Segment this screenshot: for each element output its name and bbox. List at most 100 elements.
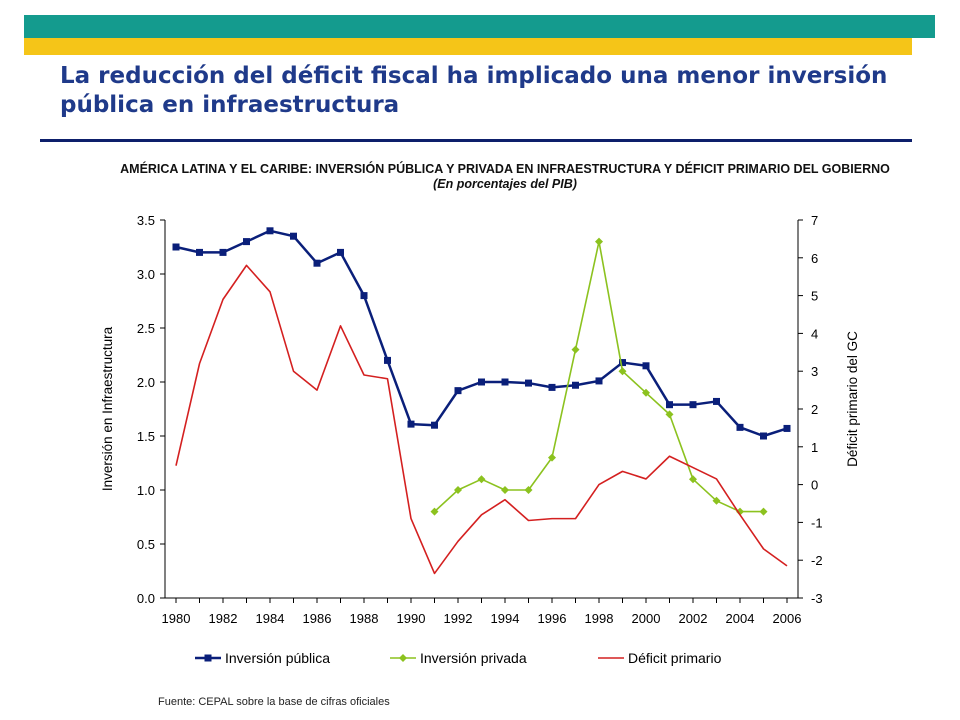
- header-teal-bar: [24, 15, 935, 38]
- x-tick-label: 2004: [726, 611, 755, 626]
- data-point: [243, 238, 250, 246]
- series-2: [430, 237, 768, 516]
- chart-axes: 0.0 0.5 1.0 1.5 2.0 2.5 3.0 3.5 -3 -2 -1 0 1 2 3 4 5 6 7 19…: [100, 213, 860, 626]
- chart-title: AMÉRICA LATINA Y EL CARIBE: INVERSIÓN PÚ…: [120, 162, 890, 176]
- data-point: [548, 383, 556, 391]
- data-point: [430, 507, 439, 516]
- x-tick-label: 1996: [538, 611, 567, 626]
- data-point: [712, 496, 721, 505]
- data-point: [501, 378, 509, 386]
- x-tick-label: 1986: [303, 611, 332, 626]
- data-point: [407, 420, 415, 428]
- x-tick-label: 1980: [162, 611, 191, 626]
- x-tick-label: 1994: [491, 611, 520, 626]
- title-underline: [40, 139, 912, 142]
- legend-label: Inversión pública: [225, 650, 330, 666]
- data-point: [595, 377, 603, 385]
- data-point: [454, 387, 462, 395]
- data-point: [290, 232, 297, 240]
- x-tick-label: 1990: [397, 611, 426, 626]
- legend-item-2: Inversión privada: [390, 650, 527, 666]
- data-point: [783, 424, 791, 432]
- y-tick-label: 3.0: [137, 267, 155, 282]
- data-point: [477, 475, 486, 484]
- data-point: [619, 359, 626, 367]
- x-tick-label: 2002: [679, 611, 708, 626]
- series-3: [175, 264, 788, 575]
- data-point: [525, 379, 532, 387]
- data-point: [642, 362, 650, 370]
- y2-tick-label: 6: [811, 251, 818, 266]
- data-point: [736, 507, 744, 516]
- series-3-line: [175, 264, 788, 575]
- data-point: [266, 227, 274, 235]
- legend-swatch-marker: [204, 654, 212, 662]
- data-point: [713, 397, 720, 405]
- legend-item-1: Inversión pública: [195, 650, 330, 666]
- legend-label: Déficit primario: [628, 650, 722, 666]
- y-axis-title: Inversión en Infraestructura: [100, 326, 115, 491]
- header-yellow-bar: [24, 38, 912, 55]
- chart-legend: Inversión pública Inversión privada Défici…: [195, 650, 722, 666]
- data-point: [689, 475, 697, 484]
- data-point: [595, 237, 603, 246]
- data-point: [642, 388, 650, 397]
- data-point: [618, 367, 627, 376]
- data-point: [571, 345, 580, 354]
- data-point: [524, 486, 533, 494]
- data-point: [736, 423, 744, 431]
- y2-tick-label: 1: [811, 440, 818, 455]
- series-2-line: [433, 240, 764, 513]
- x-tick-label: 2006: [773, 611, 802, 626]
- legend-label: Inversión privada: [420, 650, 527, 666]
- data-point: [384, 356, 391, 364]
- data-point: [548, 453, 556, 462]
- slide-title: La reducción del déficit fiscal ha impli…: [60, 63, 888, 118]
- chart-subtitle: (En porcentajes del PIB): [433, 177, 577, 191]
- y2-tick-label: -3: [811, 591, 823, 606]
- data-point: [572, 381, 579, 389]
- data-point: [501, 486, 509, 494]
- data-point: [219, 248, 227, 256]
- legend-swatch-marker: [399, 654, 407, 662]
- y2-tick-label: -2: [811, 553, 823, 568]
- x-tick-label: 1982: [209, 611, 238, 626]
- x-tick-label: 1998: [585, 611, 614, 626]
- x-tick-label: 2000: [632, 611, 661, 626]
- y2-tick-label: -1: [811, 515, 823, 530]
- y-tick-label: 2.5: [137, 321, 155, 336]
- y-tick-label: 2.0: [137, 375, 155, 390]
- chart-heading: AMÉRICA LATINA Y EL CARIBE: INVERSIÓN PÚ…: [100, 162, 910, 192]
- x-tick-label: 1988: [350, 611, 379, 626]
- y2-tick-label: 2: [811, 402, 818, 417]
- y-tick-label: 3.5: [137, 213, 155, 228]
- y2-tick-label: 5: [811, 289, 818, 304]
- source-note: Fuente: CEPAL sobre la base de cifras of…: [158, 696, 390, 708]
- data-point: [478, 378, 485, 386]
- y2-axis-title: Déficit primario del GC: [845, 331, 860, 467]
- series-1: [172, 227, 791, 440]
- x-tick-label: 1992: [444, 611, 473, 626]
- data-point: [337, 248, 344, 256]
- data-point: [760, 432, 767, 440]
- data-point: [454, 486, 462, 494]
- data-point: [431, 421, 438, 429]
- y-tick-label: 0.5: [137, 537, 155, 552]
- chart-plot: [172, 227, 791, 575]
- y2-tick-label: 4: [811, 326, 818, 341]
- data-point: [196, 248, 203, 256]
- data-point: [666, 401, 673, 409]
- data-point: [313, 259, 321, 267]
- data-point: [360, 292, 368, 300]
- data-point: [759, 507, 768, 516]
- data-point: [689, 401, 697, 409]
- y-tick-label: 1.5: [137, 429, 155, 444]
- data-point: [172, 243, 180, 251]
- y2-tick-label: 7: [811, 213, 818, 228]
- y-tick-label: 0.0: [137, 591, 155, 606]
- legend-item-3: Déficit primario: [598, 650, 722, 666]
- data-point: [665, 410, 674, 419]
- x-tick-label: 1984: [256, 611, 285, 626]
- y2-tick-label: 0: [811, 478, 818, 493]
